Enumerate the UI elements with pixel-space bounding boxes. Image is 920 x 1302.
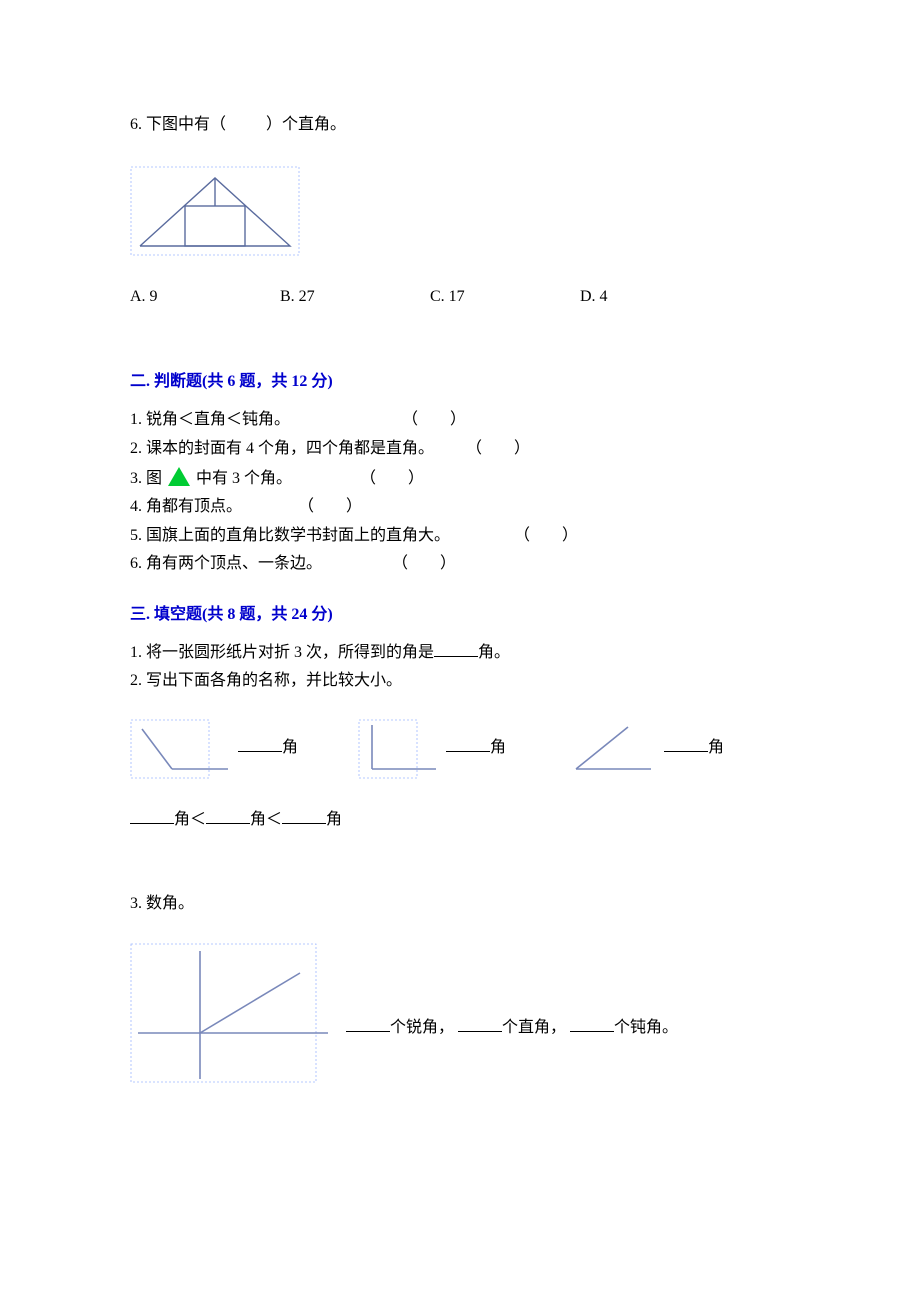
q6-text-suffix: ）个直角。	[266, 116, 346, 133]
s3-q3-figure	[130, 943, 330, 1083]
s3-q2-compare: 角＜角＜角	[130, 807, 790, 833]
s3-q2-text: 2. 写出下面各角的名称，并比较大小。	[130, 668, 790, 694]
angle-right-figure	[358, 719, 438, 779]
q3-blank-1	[346, 1015, 390, 1032]
cmp-blank-3	[282, 807, 326, 824]
angle-obtuse-block: 角	[130, 719, 298, 779]
s2-q6-text: 6. 角有两个顶点、一条边。	[130, 555, 322, 572]
q6-option-a: A. 9	[130, 284, 280, 310]
s3-q3-labels: 个锐角， 个直角， 个钝角。	[346, 1015, 678, 1083]
triangle-icon	[168, 467, 190, 486]
s2-q2-text: 2. 课本的封面有 4 个角，四个角都是直角。	[130, 440, 434, 457]
s2-q6: 6. 角有两个顶点、一条边。 （ ）	[130, 551, 790, 577]
s2-q3: 3. 图 中有 3 个角。 （ ）	[130, 464, 790, 492]
angle-acute-label: 角	[664, 735, 724, 761]
s3-q3-title: 3. 数角。	[130, 891, 790, 917]
s2-q2-paren: （ ）	[466, 440, 530, 457]
angle-acute-block: 角	[566, 719, 724, 779]
s2-q5: 5. 国旗上面的直角比数学书封面上的直角大。 （ ）	[130, 523, 790, 549]
q6-option-b: B. 27	[280, 284, 430, 310]
s2-q2: 2. 课本的封面有 4 个角，四个角都是直角。 （ ）	[130, 436, 790, 462]
s3-q1-post: 角。	[478, 644, 510, 661]
section2-heading: 二. 判断题(共 6 题，共 12 分)	[130, 369, 790, 395]
section3-heading: 三. 填空题(共 8 题，共 24 分)	[130, 602, 790, 628]
cmp-blank-1	[130, 807, 174, 824]
q6-option-d: D. 4	[580, 284, 730, 310]
cmp-blank-2	[206, 807, 250, 824]
q6-blank	[230, 112, 262, 138]
s3-q1-pre: 1. 将一张圆形纸片对折 3 次，所得到的角是	[130, 644, 434, 661]
s2-q3-paren: （ ）	[360, 470, 424, 487]
q6-text: 6. 下图中有（ ）个直角。	[130, 112, 790, 138]
s2-q1: 1. 锐角＜直角＜钝角。 （ ）	[130, 407, 790, 433]
q6-text-prefix: 6. 下图中有（	[130, 116, 226, 133]
s2-q1-paren: （ ）	[402, 411, 466, 428]
s2-q1-text: 1. 锐角＜直角＜钝角。	[130, 411, 290, 428]
angle-obtuse-figure	[130, 719, 230, 779]
s2-q4-text: 4. 角都有顶点。	[130, 498, 242, 515]
q3-blank-2	[458, 1015, 502, 1032]
s3-q1: 1. 将一张圆形纸片对折 3 次，所得到的角是 角。	[130, 640, 790, 666]
angle-right-label: 角	[446, 735, 506, 761]
s3-q2-figures: 角 角 角	[130, 719, 790, 779]
s2-q3-pre: 3. 图	[130, 470, 162, 487]
s2-q5-paren: （ ）	[514, 527, 578, 544]
angle-obtuse-label: 角	[238, 735, 298, 761]
s2-q3-post: 中有 3 个角。	[196, 470, 292, 487]
q3-blank-3	[570, 1015, 614, 1032]
s2-q6-paren: （ ）	[392, 555, 456, 572]
s3-q1-blank	[434, 640, 478, 657]
angle-acute-figure	[566, 719, 656, 779]
q6-options: A. 9 B. 27 C. 17 D. 4	[130, 284, 790, 310]
angle-right-block: 角	[358, 719, 506, 779]
s2-q4-paren: （ ）	[298, 498, 362, 515]
s3-q3-row: 个锐角， 个直角， 个钝角。	[130, 943, 790, 1083]
q6-option-c: C. 17	[430, 284, 580, 310]
s2-q4: 4. 角都有顶点。 （ ）	[130, 494, 790, 520]
q6-figure	[130, 166, 790, 256]
s2-q5-text: 5. 国旗上面的直角比数学书封面上的直角大。	[130, 527, 450, 544]
